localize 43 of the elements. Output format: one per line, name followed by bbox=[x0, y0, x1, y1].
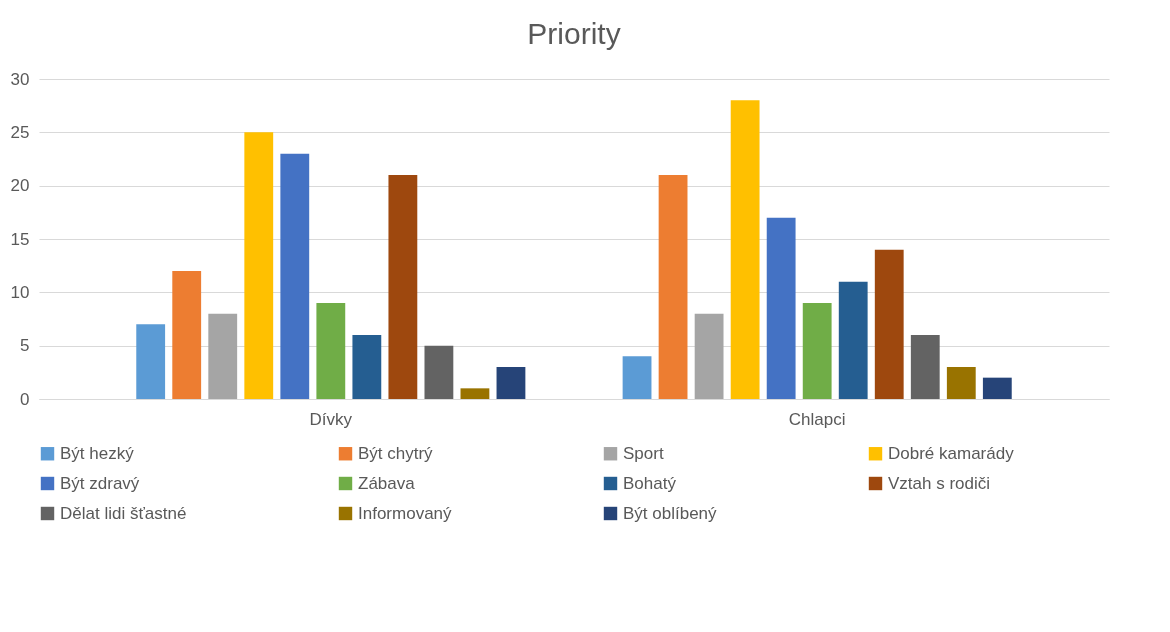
bar bbox=[694, 313, 724, 399]
legend-label: Sport bbox=[623, 443, 664, 463]
legend-label: Informovaný bbox=[358, 503, 453, 523]
legend-label: Být zdravý bbox=[60, 473, 140, 493]
bar bbox=[982, 377, 1012, 399]
y-tick-label: 25 bbox=[10, 122, 30, 142]
bar bbox=[244, 132, 274, 399]
x-tick-label: Dívky bbox=[309, 409, 353, 429]
legend-label: Zábava bbox=[358, 473, 416, 493]
y-tick-label: 15 bbox=[10, 229, 30, 249]
y-tick-label: 20 bbox=[10, 176, 30, 196]
legend-label: Vztah s rodiči bbox=[888, 473, 991, 493]
chart-title: Priority bbox=[527, 17, 621, 50]
bar bbox=[658, 175, 688, 399]
bar bbox=[136, 324, 166, 399]
y-tick-label: 0 bbox=[20, 389, 30, 409]
y-tick-label: 5 bbox=[20, 336, 30, 356]
x-tick-label: Chlapci bbox=[788, 409, 846, 429]
bar bbox=[802, 303, 832, 399]
bar bbox=[730, 100, 760, 399]
bar bbox=[910, 335, 940, 399]
legend-label: Být hezký bbox=[60, 443, 135, 463]
bar bbox=[622, 356, 652, 399]
bar bbox=[874, 249, 904, 399]
bar bbox=[280, 153, 310, 399]
bar bbox=[766, 217, 796, 399]
legend-label: Dobré kamarády bbox=[888, 443, 1015, 463]
bar bbox=[460, 388, 490, 399]
y-tick-label: 30 bbox=[10, 69, 30, 89]
bar bbox=[316, 303, 346, 399]
legend-label: Být chytrý bbox=[358, 443, 434, 463]
bar bbox=[352, 335, 382, 399]
y-tick-label: 10 bbox=[10, 282, 30, 302]
legend-label: Dělat lidi šťastné bbox=[60, 503, 187, 523]
legend-label: Být oblíbený bbox=[623, 503, 718, 523]
bar bbox=[172, 271, 202, 399]
bar bbox=[838, 281, 868, 399]
bar bbox=[388, 175, 418, 399]
bar bbox=[208, 313, 238, 399]
bar bbox=[424, 345, 454, 399]
legend-label: Bohatý bbox=[623, 473, 677, 493]
bar bbox=[496, 367, 526, 399]
bar bbox=[946, 367, 976, 399]
